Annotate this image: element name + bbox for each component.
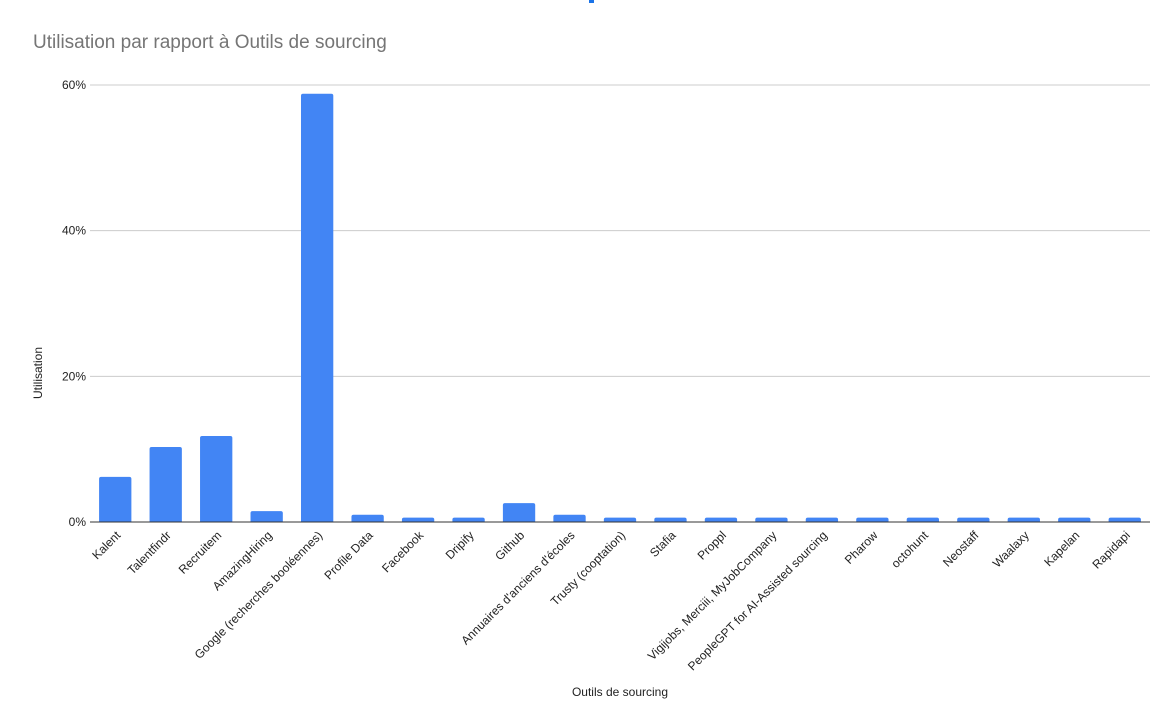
top-accent-mark — [589, 0, 594, 3]
bar — [755, 517, 788, 522]
x-axis-label: Outils de sourcing — [572, 685, 668, 699]
bar — [502, 503, 536, 522]
bar — [351, 514, 384, 522]
bar — [401, 517, 435, 522]
x-tick-label: Dripify — [443, 528, 477, 562]
bar — [300, 93, 334, 523]
x-tick-label: octohunt — [889, 528, 932, 571]
x-tick-label: Profile Data — [322, 528, 376, 582]
bar — [603, 517, 637, 522]
x-tick-label: Talentfindr — [125, 528, 174, 577]
bar — [1058, 517, 1091, 522]
x-tick-label: Proppl — [695, 528, 729, 562]
x-tick-label: Github — [492, 528, 527, 563]
y-axis-ticks: 0% 20% 40% 60% — [62, 78, 86, 529]
y-tick-label: 40% — [62, 224, 86, 238]
bar — [805, 517, 839, 522]
bar — [99, 476, 132, 522]
x-tick-label: Neostaff — [940, 528, 982, 570]
grid-lines — [90, 84, 1150, 377]
x-axis-ticks: Kalent Talentfindr RecruitemAmazingHiringG… — [89, 528, 1132, 674]
x-tick-label: Kapelan — [1041, 528, 1082, 569]
bar — [553, 514, 586, 522]
x-tick-label: Stafia — [647, 528, 679, 560]
bar — [1007, 517, 1040, 522]
x-tick-label: Kalent — [89, 528, 123, 562]
bar — [654, 517, 687, 522]
chart-title: Utilisation par rapport à Outils de sour… — [33, 32, 387, 53]
bar — [149, 446, 182, 522]
y-tick-label: 0% — [69, 515, 87, 529]
bar — [200, 436, 233, 522]
x-tick-label: Waalaxy — [990, 528, 1032, 570]
bar — [856, 517, 889, 522]
bars — [99, 93, 1141, 523]
y-tick-label: 60% — [62, 78, 86, 92]
bar — [704, 517, 738, 522]
x-tick-label: Recruitem — [176, 528, 225, 577]
bar — [452, 517, 485, 522]
y-axis-label: Utilisation — [31, 347, 45, 399]
x-tick-label: Pharow — [842, 528, 881, 567]
bar — [906, 517, 940, 522]
bar — [957, 517, 990, 522]
y-tick-label: 20% — [62, 369, 86, 383]
bar — [1108, 517, 1141, 522]
x-tick-label: Facebook — [379, 528, 427, 576]
bar — [250, 511, 283, 522]
x-tick-label: Rapidapi — [1089, 528, 1132, 571]
